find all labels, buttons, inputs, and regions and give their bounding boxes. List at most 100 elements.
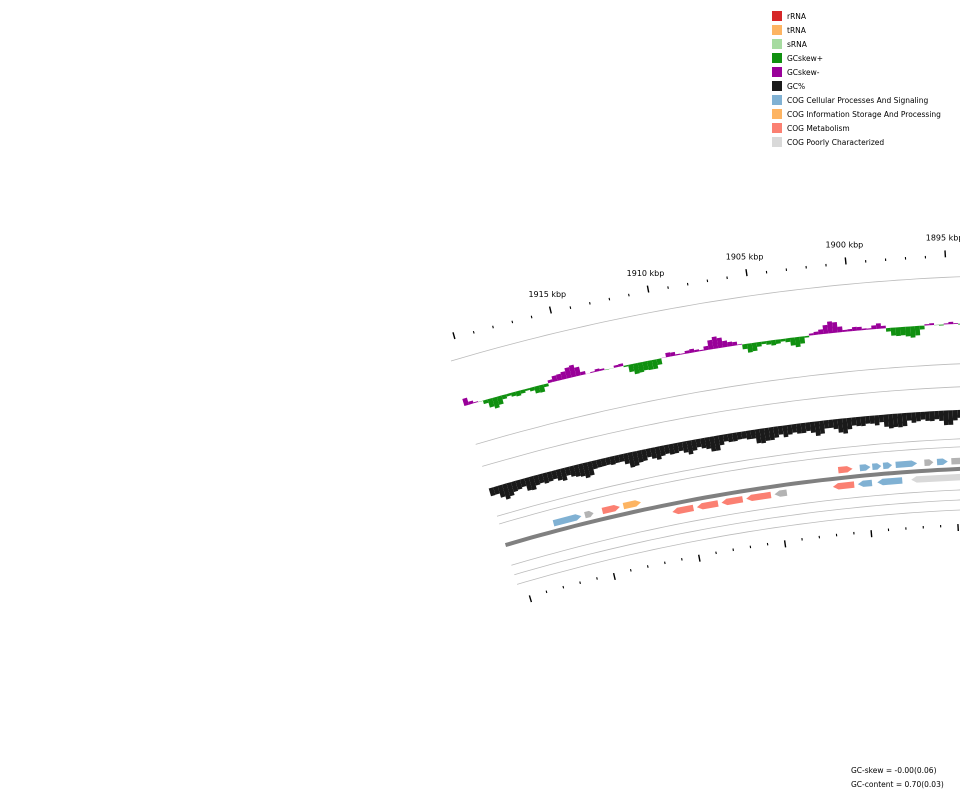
gc-content-bar (750, 429, 757, 439)
gc-skew-bar (804, 335, 810, 338)
gc-skew-bar (651, 359, 659, 370)
gc-skew-bar (534, 385, 541, 394)
gc-content-bar (700, 437, 707, 449)
gc-skew-bar (910, 326, 916, 338)
gc-content-bar (636, 450, 644, 463)
gc-skew-bar (871, 325, 877, 330)
gc-content-bar (609, 455, 616, 466)
outer-kbp-tick (608, 297, 611, 301)
legend-label: COG Information Storage And Processing (787, 109, 941, 119)
gc-skew-track (462, 321, 960, 409)
gc-content-bar (842, 418, 849, 434)
gc-skew-bar (689, 348, 695, 354)
inner-kbp-tick (562, 585, 565, 589)
gc-content-bar (722, 433, 729, 442)
gc-skew-bar (585, 373, 591, 375)
gc-skew-bar (851, 326, 858, 332)
gc-content-bar (957, 409, 960, 418)
outer-kbp-tick (667, 286, 669, 289)
gc-content-bar (542, 472, 550, 484)
gc-content-bar (718, 434, 725, 446)
forward-gene-arrow (936, 458, 948, 466)
gc-skew-bar (543, 383, 549, 388)
gc-content-bar (759, 428, 767, 444)
gc-skew-bar (618, 363, 624, 367)
gc-skew-bar (642, 361, 649, 371)
gc-content-track (488, 409, 960, 500)
gc-skew-bar (478, 400, 483, 403)
legend-item-cog-metabolism: COG Metabolism (772, 121, 960, 135)
legend-item-gcskew-minus: GCskew- (772, 65, 960, 79)
gc-content-bar (911, 412, 917, 423)
genome-stats: GC-skew = -0.00(0.06) GC-content = 0.70(… (851, 766, 944, 794)
gc-skew-bar (496, 395, 504, 405)
forward-gene-arrow (837, 466, 853, 474)
gc-skew-bar (943, 323, 949, 325)
gc-skew-bar (694, 349, 700, 353)
gc-content-bar (650, 447, 657, 459)
gc-skew-bar (492, 396, 500, 409)
reverse-gene-arrow (721, 496, 744, 506)
gc-skew-bar (473, 401, 479, 404)
inner-kbp-tick (698, 554, 701, 562)
gc-skew-bar (711, 336, 719, 349)
reverse-gene-arrow (672, 504, 694, 515)
legend-label: rRNA (787, 11, 807, 21)
gc-skew-bar (707, 339, 714, 350)
gc-skew-bar (680, 353, 685, 355)
gc-skew-bar (656, 358, 663, 365)
gc-skew-bar (501, 394, 508, 400)
inner-kbp-tick (596, 577, 598, 580)
gc-skew-bar (647, 360, 654, 371)
gc-content-bar (865, 415, 871, 424)
track-ring (511, 489, 960, 566)
reverse-gene-arrow (911, 473, 960, 483)
gc-skew-bar (813, 331, 819, 336)
gc-content-bar (654, 446, 662, 460)
gc-skew-bar (929, 323, 935, 326)
gc-content-bar (754, 428, 762, 444)
outer-kbp-tick (569, 306, 572, 310)
gc-content-bar (943, 410, 949, 426)
gc-content-bar (533, 474, 541, 486)
gc-skew-bar (827, 321, 834, 334)
gc-content-bar (596, 459, 603, 468)
track-ring (475, 363, 960, 445)
inner-kbp-tick (646, 565, 649, 568)
gc-skew-bar (861, 328, 867, 331)
legend-item-rrna: rRNA (772, 9, 960, 23)
gc-content-bar (878, 414, 884, 423)
gc-content-bar (736, 431, 743, 440)
gc-skew-bar (574, 366, 581, 377)
gc-skew-bar (905, 326, 911, 337)
legend-label: COG Poorly Characterized (787, 137, 885, 147)
gc-content-bar (704, 437, 712, 450)
gc-skew-bar (727, 341, 733, 347)
gc-skew-bar (487, 398, 495, 408)
gc-skew-bar (938, 324, 944, 326)
kbp-label: 1900 kbp (826, 241, 864, 250)
gc-skew-bar (599, 368, 605, 371)
gc-skew-bar (785, 337, 791, 343)
legend-swatch (772, 123, 782, 133)
inner-kbp-tick (681, 557, 683, 561)
gc-content-bar (645, 448, 652, 458)
gc-content-bar (851, 417, 857, 426)
gc-skew-bar (632, 362, 640, 375)
gc-skew-bar (703, 345, 709, 351)
outer-kbp-tick (511, 320, 514, 324)
legend-swatch (772, 81, 782, 91)
gc-skew-bar (832, 322, 838, 333)
forward-gene-arrow (924, 459, 934, 466)
gc-content-bar (506, 482, 515, 497)
gc-content-bar (569, 465, 577, 477)
outer-kbp-tick (492, 325, 494, 329)
gc-skew-bar (613, 364, 619, 368)
gc-skew-bar (699, 349, 704, 352)
gc-content-bar (906, 412, 912, 421)
gc-skew-bar (794, 336, 801, 348)
forward-gene-arrow (584, 510, 594, 519)
legend-item-srna: sRNA (772, 37, 960, 51)
gc-content-bar (537, 473, 545, 484)
